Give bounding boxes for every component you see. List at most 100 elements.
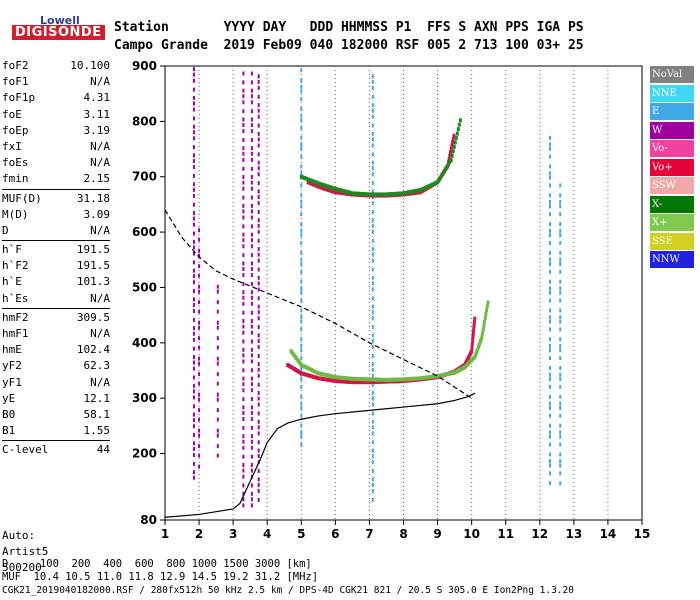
echo-dot	[242, 244, 245, 249]
trace-point	[444, 372, 448, 377]
trace-point	[367, 380, 371, 385]
echo-dot	[242, 215, 245, 220]
trace-point	[450, 143, 454, 148]
echo-dot	[192, 216, 195, 221]
trace-point	[434, 181, 438, 186]
trace-point	[301, 175, 305, 180]
trace-point	[364, 377, 368, 382]
trace-point	[483, 319, 487, 324]
echo-dot	[300, 442, 303, 447]
trace-point	[352, 191, 356, 196]
trace-point	[374, 192, 378, 197]
echo-dot	[250, 462, 253, 467]
trace-point	[332, 186, 336, 191]
echo-dot	[371, 108, 374, 113]
echo-dot	[257, 258, 260, 263]
echo-dot	[559, 442, 562, 447]
trace-point	[303, 176, 307, 181]
echo-dot	[192, 130, 195, 135]
trace-point	[316, 376, 320, 381]
echo-dot	[192, 245, 195, 250]
param-name: fxI	[2, 139, 22, 153]
echo-dot	[250, 281, 253, 286]
param-value: N/A	[90, 291, 110, 305]
trace-point	[483, 315, 487, 320]
param-row: hmE 102.4	[2, 342, 110, 358]
trace-point	[325, 184, 329, 189]
echo-dot	[250, 244, 253, 249]
x-tick-label: 12	[531, 527, 548, 541]
trace-point	[378, 192, 382, 197]
echo-dot	[549, 298, 552, 303]
echo-dot	[300, 290, 303, 295]
trace-point	[356, 380, 360, 385]
trace-point	[359, 191, 363, 196]
echo-dot	[371, 411, 374, 416]
echo-dot	[559, 222, 562, 227]
echo-dot	[371, 201, 374, 206]
echo-dot	[300, 135, 303, 140]
echo-dot	[549, 327, 552, 332]
logo-digisonde: DIGISONDE	[12, 25, 105, 40]
echo-dot	[250, 80, 253, 85]
echo-dot	[559, 372, 562, 377]
echo-dot	[242, 180, 245, 185]
trace-point	[371, 380, 375, 385]
echo-dot	[250, 261, 253, 266]
echo-dot	[371, 181, 374, 186]
trace-point	[422, 375, 426, 380]
echo-dot	[250, 175, 253, 180]
auto-label: Auto:	[2, 529, 36, 542]
echo-dot	[559, 261, 562, 266]
trace-point	[345, 376, 349, 381]
trace-point	[308, 178, 312, 183]
echo-dot	[250, 129, 253, 134]
trace-point	[424, 185, 428, 190]
echo-dot	[559, 348, 562, 353]
param-row: B1 1.55	[2, 423, 110, 439]
echo-dot	[242, 330, 245, 335]
echo-dot	[198, 381, 201, 386]
echo-dot	[257, 425, 260, 430]
trace-point	[419, 190, 423, 195]
echo-dot	[300, 356, 303, 361]
y-tick-label: 80	[140, 513, 157, 527]
echo-dot	[198, 253, 201, 258]
trace-point	[362, 380, 366, 385]
trace-point	[303, 372, 307, 377]
echo-dot	[300, 377, 303, 382]
echo-dot	[216, 397, 219, 402]
echo-dot	[242, 468, 245, 473]
echo-dot	[371, 304, 374, 309]
param-value: N/A	[90, 327, 110, 340]
echo-dot	[250, 266, 253, 271]
legend-item: X-	[650, 195, 694, 213]
echo-dot	[371, 338, 374, 343]
echo-dot	[371, 419, 374, 424]
trace-point	[349, 190, 353, 195]
x-tick-label: 15	[634, 527, 651, 541]
param-row: yF1 N/A	[2, 375, 110, 391]
trace-point	[310, 374, 314, 379]
trace-point	[456, 127, 460, 132]
echo-dot	[371, 310, 374, 315]
echo-dot	[192, 424, 195, 429]
echo-dot	[559, 481, 562, 486]
echo-dot	[257, 137, 260, 142]
echo-dot	[257, 108, 260, 113]
echo-dot	[242, 137, 245, 142]
echo-dot	[250, 397, 253, 402]
trace-point	[412, 376, 416, 381]
parameter-panel: foF2 10.100 foF1 N/A foF1p 4.31 foE 3.11 foEp 3.1…	[2, 58, 110, 459]
echo-dot	[242, 319, 245, 324]
echo-dot	[371, 431, 374, 436]
param-name: B1	[2, 424, 16, 438]
trace-point	[376, 379, 380, 384]
echo-dot	[559, 315, 562, 320]
trace-point	[472, 320, 476, 325]
echo-dot	[549, 405, 552, 410]
echo-dot	[198, 237, 201, 242]
echo-dot	[242, 503, 245, 508]
trace-point	[440, 173, 444, 178]
echo-dot	[216, 444, 219, 449]
